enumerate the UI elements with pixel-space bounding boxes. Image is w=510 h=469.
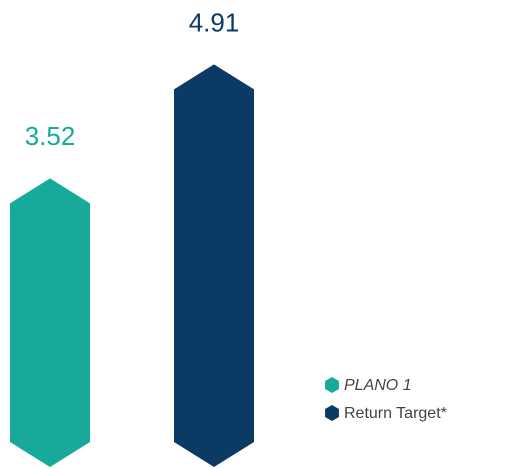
- value-label: 4.91: [189, 7, 240, 37]
- value-label: 3.52: [25, 121, 76, 151]
- legend-label: PLANO 1: [344, 377, 412, 394]
- legend-swatch: [325, 405, 339, 421]
- legend-swatch: [325, 377, 339, 393]
- bar: [174, 64, 254, 467]
- bar: [10, 178, 90, 468]
- legend-label: Return Target*: [344, 405, 447, 422]
